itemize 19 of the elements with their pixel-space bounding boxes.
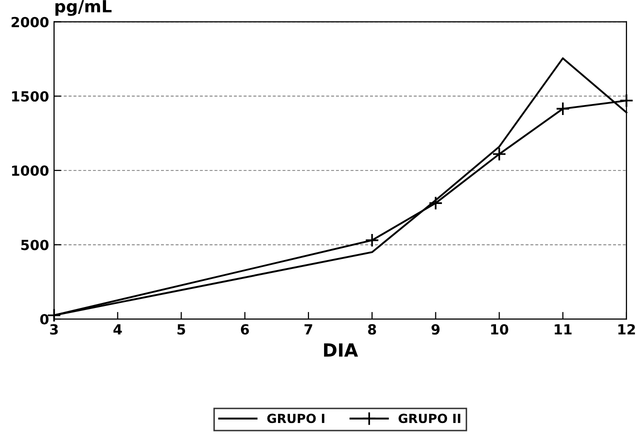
y-tick-label: 500	[21, 240, 49, 250]
x-tick-label: 11	[554, 324, 572, 334]
x-tick-label: 5	[178, 324, 186, 335]
x-tick-label: 6	[240, 324, 249, 335]
y-tick-label: 2000	[12, 16, 49, 28]
x-tick-label: 10	[491, 324, 508, 335]
legend-label: GRUPO II	[398, 414, 460, 424]
y-tick-label: 1500	[12, 91, 49, 102]
x-tick-label: 7	[304, 324, 312, 334]
y-tick-label: 0	[40, 314, 49, 324]
x-tick-label: 9	[432, 324, 440, 335]
legend-label: GRUPO I	[267, 414, 324, 424]
y-axis-title: pg/mL	[55, 0, 112, 16]
y-tick-label: 1000	[12, 165, 49, 176]
x-tick-label: 8	[368, 324, 376, 335]
x-tick-label: 4	[113, 324, 122, 334]
x-axis-title: DIA	[324, 343, 358, 357]
x-tick-label: 12	[618, 324, 635, 334]
x-tick-label: 3	[50, 324, 58, 335]
